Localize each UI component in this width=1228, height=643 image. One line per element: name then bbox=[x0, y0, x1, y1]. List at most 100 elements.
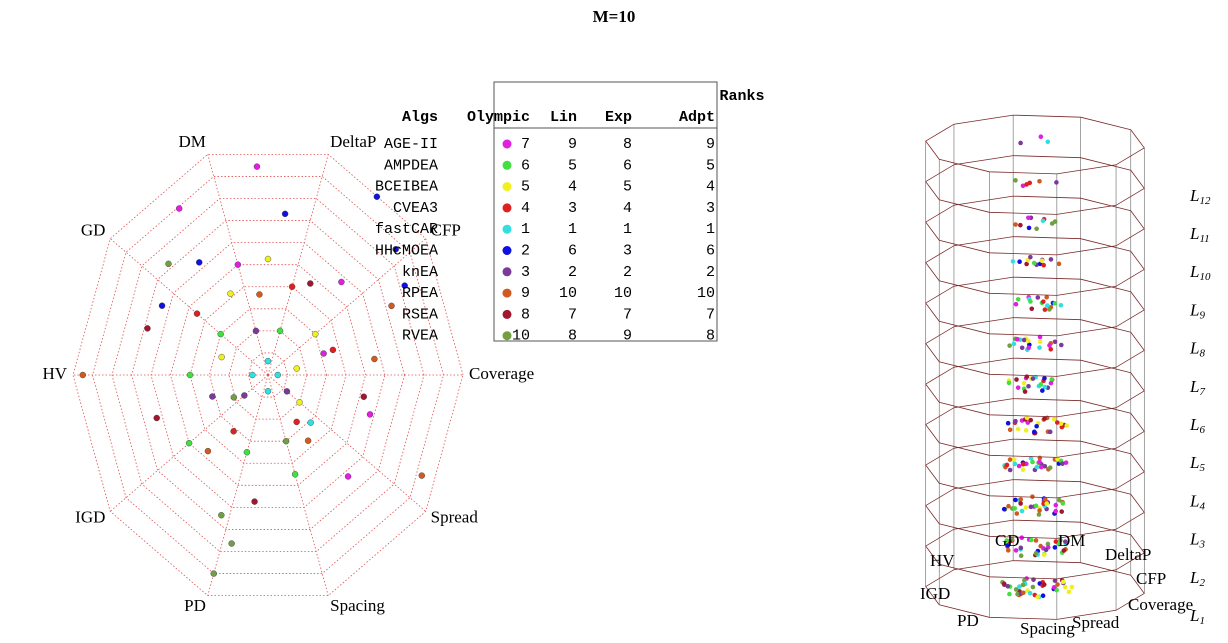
cylinder-dot bbox=[1013, 418, 1018, 424]
legend-marker bbox=[502, 182, 512, 192]
cylinder-dot bbox=[1056, 541, 1062, 547]
cylinder-dot bbox=[1058, 342, 1064, 348]
radar-point bbox=[256, 291, 263, 298]
table-alg-name: fastCAR bbox=[375, 221, 438, 238]
cylinder-dot bbox=[1048, 346, 1054, 352]
radar-point bbox=[230, 394, 238, 401]
cylinder-dot bbox=[1018, 545, 1024, 551]
table-rank: 5 bbox=[521, 179, 530, 196]
cylinder-dot bbox=[1013, 497, 1018, 503]
cylinder-dot bbox=[1001, 581, 1007, 587]
radar-point bbox=[165, 260, 172, 268]
radar-point bbox=[234, 261, 242, 268]
cylinder-dot bbox=[1047, 307, 1052, 312]
cylinder-dot bbox=[1040, 299, 1046, 304]
cylinder-level bbox=[925, 519, 1145, 580]
level-label: L12 bbox=[1189, 186, 1211, 207]
cylinder-axis-label: Spacing bbox=[1020, 619, 1075, 638]
radar-point bbox=[241, 392, 248, 399]
cylinder-level bbox=[925, 155, 1145, 215]
cylinder-dot bbox=[1030, 459, 1035, 465]
radar-point bbox=[144, 325, 151, 332]
radar-point bbox=[186, 371, 194, 379]
cylinder-dot bbox=[1053, 502, 1059, 508]
radar-point bbox=[281, 210, 289, 218]
table-rank: 8 bbox=[521, 306, 530, 323]
radar-spoke bbox=[267, 374, 427, 512]
radar-point bbox=[175, 205, 183, 212]
cylinder-dot bbox=[1037, 508, 1042, 513]
radar-point bbox=[304, 437, 312, 444]
cylinder-dot bbox=[1024, 261, 1029, 267]
radar-point bbox=[274, 371, 281, 379]
cylinder-dot bbox=[1030, 584, 1036, 590]
radar-point bbox=[291, 471, 299, 478]
table-rank: 9 bbox=[623, 328, 632, 345]
cylinder-dot bbox=[1020, 582, 1026, 588]
cylinder-dot bbox=[1054, 420, 1060, 425]
radar-point bbox=[307, 280, 314, 287]
radar-point bbox=[209, 393, 216, 400]
cylinder-dot bbox=[1037, 455, 1043, 461]
cylinder-dot bbox=[1037, 178, 1042, 184]
cylinder-dot bbox=[1001, 506, 1007, 512]
cylinder-dot bbox=[1054, 180, 1059, 185]
cylinder-dot bbox=[1064, 423, 1070, 428]
cylinder-dot bbox=[1038, 134, 1044, 140]
table-frame bbox=[493, 81, 718, 342]
radar-point bbox=[264, 388, 272, 395]
cylinder-dot bbox=[1021, 380, 1027, 386]
radar-point bbox=[217, 330, 224, 338]
radar-point bbox=[344, 473, 352, 480]
table-rank: 10 bbox=[697, 285, 715, 302]
cylinder-dot bbox=[1063, 539, 1068, 544]
cylinder-dot bbox=[1011, 457, 1017, 462]
cylinder-dot bbox=[1052, 301, 1058, 306]
cylinder-dot bbox=[1027, 590, 1033, 596]
cylinder-dot bbox=[1021, 590, 1026, 596]
cylinder-dot bbox=[1004, 462, 1010, 468]
cylinder-dot bbox=[1040, 388, 1045, 393]
radar-point bbox=[366, 411, 374, 418]
cylinder-dot bbox=[1045, 139, 1051, 145]
radar-point bbox=[296, 399, 303, 406]
table-rank: 1 bbox=[623, 221, 632, 238]
cylinder-dot bbox=[1042, 496, 1048, 502]
cylinder-dot bbox=[1051, 585, 1057, 590]
cylinder-dot bbox=[1007, 343, 1012, 348]
table-alg-name: AMPDEA bbox=[384, 157, 438, 174]
cylinder-dot bbox=[1048, 257, 1054, 262]
radar-axis-label: PD bbox=[184, 596, 206, 615]
radar-axis-label: DeltaP bbox=[330, 132, 376, 151]
radar-point bbox=[251, 498, 258, 505]
level-label: L6 bbox=[1189, 415, 1205, 436]
cylinder-dot bbox=[1030, 376, 1036, 381]
radar-point bbox=[338, 278, 345, 286]
table-rank: 5 bbox=[623, 179, 632, 196]
cylinder-dot bbox=[1011, 341, 1017, 347]
radar-point bbox=[79, 371, 86, 379]
cylinder-dot bbox=[1016, 463, 1022, 469]
table-group-header: Ranks bbox=[719, 88, 764, 105]
radar-spoke bbox=[267, 154, 329, 376]
legend-marker bbox=[502, 267, 512, 277]
cylinder-dot bbox=[1042, 307, 1048, 312]
cylinder-dot bbox=[1030, 494, 1035, 499]
radar-axis-label: IGD bbox=[75, 507, 105, 526]
table-rank: 6 bbox=[521, 157, 530, 174]
cylinder-dot bbox=[1028, 417, 1034, 423]
cylinder-level bbox=[925, 317, 1145, 377]
cylinder-dot bbox=[1045, 541, 1051, 547]
cylinder-dot bbox=[1037, 334, 1043, 340]
cylinder-dot bbox=[1013, 548, 1019, 553]
radar-axis-label: Spread bbox=[431, 507, 479, 526]
cylinder-dot bbox=[1013, 178, 1018, 183]
table-rank: 10 bbox=[559, 285, 577, 302]
cylinder-dot bbox=[1043, 547, 1049, 553]
cylinder-level bbox=[925, 479, 1145, 539]
cylinder-dot bbox=[1005, 583, 1011, 589]
cylinder-level bbox=[925, 236, 1145, 296]
cylinder-dot bbox=[1022, 389, 1028, 394]
cylinder-dot bbox=[1038, 382, 1044, 387]
cylinder-dot bbox=[1024, 415, 1030, 420]
